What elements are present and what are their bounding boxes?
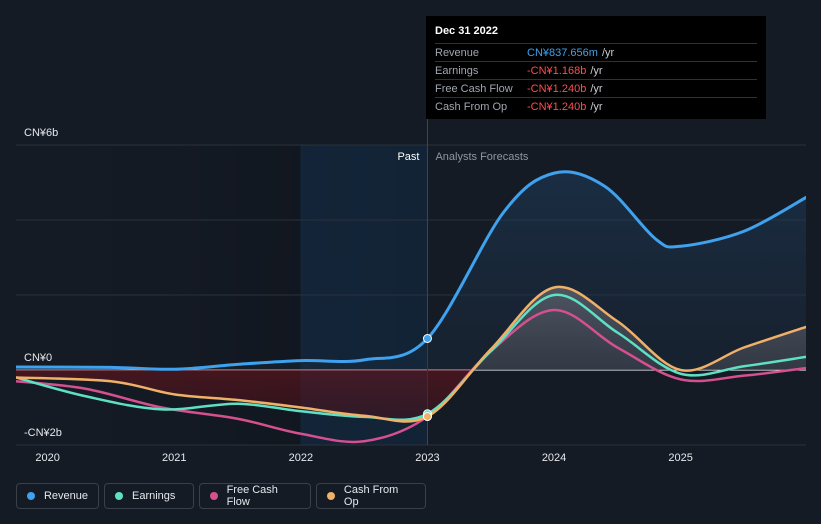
tooltip-label: Free Cash Flow	[435, 82, 513, 95]
legend-label: Earnings	[132, 490, 176, 502]
y-tick-label: CN¥6b	[24, 127, 58, 139]
x-tick-label: 2021	[162, 452, 186, 464]
tooltip-label: Cash From Op	[435, 100, 508, 113]
legend-dot-icon	[27, 492, 35, 500]
tooltip-value: -CN¥1.168b	[527, 64, 587, 77]
x-tick-label: 2024	[542, 452, 566, 464]
tooltip-label: Revenue	[435, 46, 480, 59]
tooltip-row-earnings: Earnings -CN¥1.168b /yr	[435, 61, 757, 79]
tooltip-unit: /yr	[590, 100, 603, 113]
negative-area	[16, 370, 806, 422]
positive-area	[16, 286, 806, 370]
tooltip-unit: /yr	[590, 64, 603, 77]
legend-dot-icon	[115, 492, 123, 500]
tooltip-label: Earnings	[435, 64, 479, 77]
y-tick-label: CN¥0	[24, 352, 52, 364]
past-label: Past	[397, 151, 419, 163]
x-tick-label: 2022	[289, 452, 313, 464]
tooltip-unit: /yr	[601, 46, 615, 59]
tooltip-unit: /yr	[590, 82, 603, 95]
legend-dot-icon	[327, 492, 335, 500]
legend-label: Cash From Op	[343, 484, 399, 508]
legend-item-cash-from-op[interactable]: Cash From Op	[316, 483, 426, 509]
tooltip-row-cash-from-op: Cash From Op -CN¥1.240b /yr	[435, 97, 757, 115]
cash-from-op-line	[16, 285, 806, 423]
x-tick-label: 2020	[35, 452, 59, 464]
x-tick-label: 2023	[415, 452, 439, 464]
legend-item-earnings[interactable]: Earnings	[104, 483, 194, 509]
tooltip-value: -CN¥1.240b	[527, 82, 587, 95]
tooltip-value: CN¥837.656m	[527, 46, 598, 59]
tooltip-row-revenue: Revenue CN¥837.656m /yr	[435, 43, 757, 61]
legend-dot-icon	[210, 492, 218, 500]
legend-item-free-cash-flow[interactable]: Free Cash Flow	[199, 483, 311, 509]
cash-from-op-marker	[422, 412, 432, 421]
forecast-label: Analysts Forecasts	[435, 151, 528, 163]
tooltip: Dec 31 2022 Revenue CN¥837.656m /yr Earn…	[426, 16, 766, 119]
legend-item-revenue[interactable]: Revenue	[16, 483, 99, 509]
legend: Revenue Earnings Free Cash Flow Cash Fro…	[16, 483, 426, 511]
legend-label: Revenue	[43, 490, 88, 502]
y-tick-label: -CN¥2b	[24, 427, 62, 439]
legend-label: Free Cash Flow	[226, 484, 278, 508]
tooltip-row-free-cash-flow: Free Cash Flow -CN¥1.240b /yr	[435, 79, 757, 97]
tooltip-value: -CN¥1.240b	[527, 100, 587, 113]
revenue-marker	[422, 334, 432, 343]
revenue-line	[16, 170, 806, 371]
x-tick-label: 2025	[668, 452, 692, 464]
tooltip-date: Dec 31 2022	[435, 25, 498, 37]
